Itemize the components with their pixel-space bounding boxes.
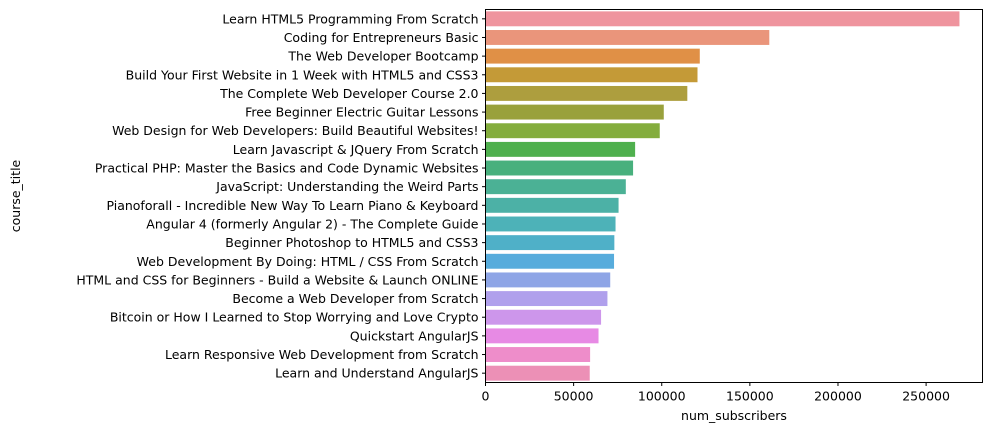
y-tick-label: The Complete Web Developer Course 2.0: [219, 86, 478, 101]
bar-7: [485, 123, 660, 139]
x-axis-label: num_subscribers: [681, 408, 787, 423]
y-tick-label: Learn and Understand AngularJS: [275, 366, 478, 381]
y-tick-label: Free Beginner Electric Guitar Lessons: [245, 105, 478, 120]
y-tick-label: Pianoforall - Incredible New Way To Lear…: [106, 198, 478, 213]
y-tick-label: Learn HTML5 Programming From Scratch: [222, 11, 478, 26]
x-tick-label: 200000: [814, 389, 862, 404]
plot-frame: [485, 9, 983, 383]
y-tick-label: Learn Responsive Web Development from Sc…: [165, 347, 479, 362]
y-tick-label: Bitcoin or How I Learned to Stop Worryin…: [110, 310, 479, 325]
bar-6: [485, 104, 664, 120]
bars-group: [485, 11, 960, 381]
y-tick-label: Quickstart AngularJS: [350, 328, 479, 343]
y-tick-label: The Web Developer Bootcamp: [287, 49, 478, 64]
bar-3: [485, 48, 700, 64]
bar-13: [485, 235, 615, 251]
y-tick-label: Become a Web Developer from Scratch: [232, 291, 478, 306]
bar-5: [485, 85, 688, 101]
bar-20: [485, 365, 590, 381]
bar-2: [485, 30, 770, 45]
bar-17: [485, 309, 602, 325]
bar-8: [485, 141, 636, 157]
y-tick-label: Coding for Entrepreneurs Basic: [284, 30, 479, 45]
y-tick-label: Build Your First Website in 1 Week with …: [126, 67, 479, 82]
y-tick-label: HTML and CSS for Beginners - Build a Web…: [76, 272, 478, 287]
bar-9: [485, 160, 634, 176]
bar-14: [485, 253, 615, 269]
x-axis-ticks: 0 50000 100000 150000 200000 250000: [482, 382, 950, 404]
bar-4: [485, 67, 698, 83]
x-tick-label: 0: [482, 389, 490, 404]
y-tick-label: Angular 4 (formerly Angular 2) - The Com…: [146, 216, 479, 231]
y-tick-label: Web Development By Doing: HTML / CSS Fro…: [137, 254, 479, 269]
y-axis-label: course_title: [8, 159, 23, 232]
x-tick-label: 50000: [554, 389, 594, 404]
x-tick-label: 100000: [638, 389, 686, 404]
bar-11: [485, 197, 619, 213]
x-tick-label: 250000: [902, 389, 950, 404]
y-tick-label: JavaScript: Understanding the Weird Part…: [215, 179, 478, 194]
bar-12: [485, 216, 616, 232]
bar-18: [485, 328, 599, 344]
y-tick-label: Web Design for Web Developers: Build Bea…: [112, 123, 478, 138]
y-tick-label: Learn Javascript & JQuery From Scratch: [233, 142, 479, 157]
bar-16: [485, 291, 608, 307]
bar-15: [485, 272, 611, 288]
y-tick-label: Beginner Photoshop to HTML5 and CSS3: [225, 235, 478, 250]
bar-10: [485, 179, 626, 195]
bar-1: [485, 11, 960, 27]
bar-19: [485, 347, 591, 362]
y-axis-ticks: Learn HTML5 Programming From Scratch Codi…: [76, 11, 486, 381]
x-tick-label: 150000: [726, 389, 774, 404]
y-tick-label: Practical PHP: Master the Basics and Cod…: [95, 161, 479, 176]
